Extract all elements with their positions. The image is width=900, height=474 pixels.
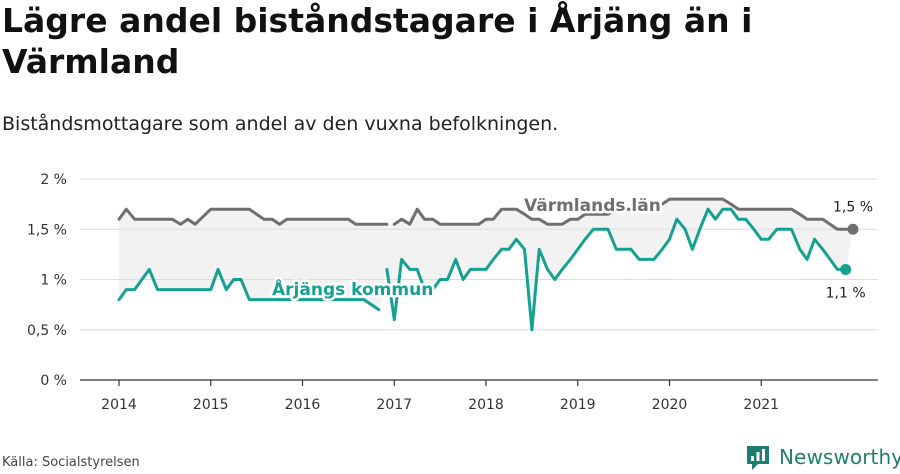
series-label-kommun: Årjängs kommun [272,277,433,300]
series-label-lan: Värmlands län [524,196,661,216]
end-point-lan [847,223,859,235]
x-tick-label: 2021 [743,397,779,413]
series-gap-band [119,199,853,330]
x-tick-label: 2019 [560,397,596,413]
x-tick-label: 2014 [101,397,137,413]
y-tick-label: 0,5 % [27,323,67,339]
x-tick-label: 2018 [468,397,504,413]
x-tick-label: 2016 [285,397,321,413]
series-label-kommun-halo: Årjängs kommun [272,277,433,300]
y-tick-label: 1 % [40,273,67,289]
end-point-kommun [840,263,852,275]
series-line-kommun [117,207,848,332]
y-tick-label: 0 % [40,373,67,389]
y-tick-label: 2 % [40,172,67,188]
brand-logo[interactable]: Newsworthy [745,442,900,472]
end-label-kommun: 1,1 % [826,285,866,301]
chart-subtitle: Biståndsmottagare som andel av den vuxna… [2,113,559,135]
source-note: Källa: Socialstyrelsen [2,455,140,470]
x-tick-label: 2015 [193,397,229,413]
series-line-lan [117,197,855,231]
chart-title: Lägre andel biståndstagare i Årjäng än i… [2,1,753,81]
brand-name: Newsworthy [779,445,900,469]
end-label-lan: 1,5 % [833,199,873,215]
x-tick-label: 2020 [652,397,688,413]
x-tick-label: 2017 [376,397,412,413]
series-label-lan-halo: Värmlands län [524,196,661,216]
newsworthy-logo-icon [747,446,769,470]
y-tick-label: 1,5 % [27,222,67,238]
